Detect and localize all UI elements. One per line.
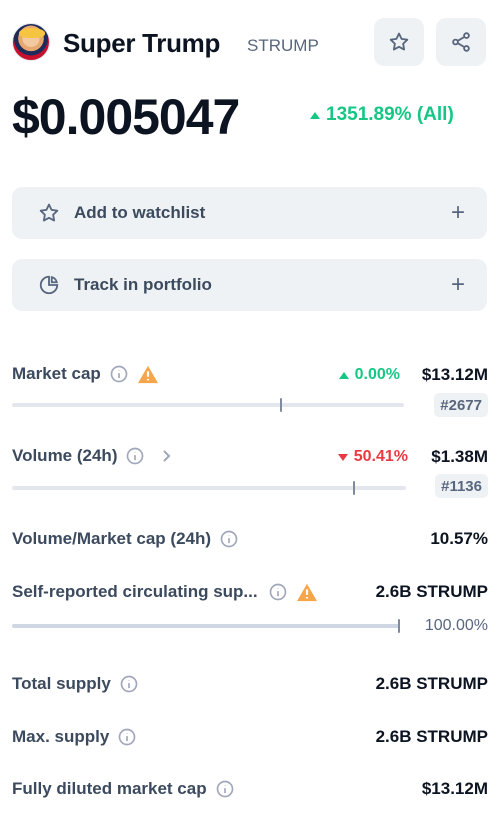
circulating-supply-percent: 100.00% bbox=[424, 617, 488, 634]
total-supply-stat: Total supply 2.6B STRUMP bbox=[12, 672, 488, 698]
triangle-up-icon bbox=[310, 111, 320, 119]
circulating-supply-bar-marker bbox=[398, 619, 400, 633]
total-supply-label: Total supply bbox=[12, 674, 139, 694]
price-row: $0.005047 1351.89% (All) bbox=[12, 88, 492, 148]
warning-icon[interactable] bbox=[296, 582, 318, 602]
volume-market-cap-stat: Volume/Market cap (24h) 10.57% bbox=[12, 527, 488, 553]
share-button[interactable] bbox=[436, 18, 486, 66]
volume-label[interactable]: Volume (24h) bbox=[12, 446, 173, 466]
info-icon[interactable] bbox=[215, 779, 235, 799]
triangle-up-icon bbox=[338, 371, 349, 379]
max-supply-stat: Max. supply 2.6B STRUMP bbox=[12, 725, 488, 751]
volume-rank-bar bbox=[12, 481, 406, 495]
total-supply-label-text: Total supply bbox=[12, 674, 111, 693]
plus-icon: + bbox=[450, 271, 465, 298]
pie-chart-icon bbox=[39, 275, 59, 295]
volume-change-value: 50.41% bbox=[353, 448, 408, 465]
coin-price: $0.005047 bbox=[12, 89, 240, 145]
circulating-supply-label-text: Self-reported circulating sup... bbox=[12, 582, 258, 601]
volume-market-cap-label-text: Volume/Market cap (24h) bbox=[12, 529, 212, 548]
circulating-supply-bar-fill bbox=[12, 624, 400, 628]
info-icon[interactable] bbox=[119, 674, 139, 694]
watchlist-label: Add to watchlist bbox=[74, 203, 206, 222]
coin-logo bbox=[12, 23, 50, 61]
market-cap-value: $13.12M bbox=[421, 365, 488, 384]
fdv-stat: Fully diluted market cap $13.12M bbox=[12, 777, 488, 803]
market-cap-change: 0.00% bbox=[338, 366, 400, 384]
price-change: 1351.89% (All) bbox=[310, 104, 454, 126]
triangle-down-icon bbox=[337, 453, 348, 461]
fdv-label: Fully diluted market cap bbox=[12, 779, 235, 799]
price-change-value: 1351.89% (All) bbox=[326, 104, 454, 125]
portfolio-label: Track in portfolio bbox=[74, 275, 212, 294]
warning-icon[interactable] bbox=[137, 364, 159, 384]
volume-rank: #1136 bbox=[435, 474, 488, 498]
circulating-supply-stat: Self-reported circulating sup... 2.6B ST… bbox=[12, 580, 488, 640]
info-icon[interactable] bbox=[117, 727, 137, 747]
info-icon[interactable] bbox=[125, 446, 145, 466]
info-icon[interactable] bbox=[268, 582, 288, 602]
coin-name: Super Trump bbox=[63, 28, 221, 58]
add-to-watchlist-button[interactable]: Add to watchlist + bbox=[12, 187, 487, 239]
volume-market-cap-label: Volume/Market cap (24h) bbox=[12, 529, 239, 549]
market-cap-rank: #2677 bbox=[434, 393, 488, 417]
market-cap-stat: Market cap 0.00% $13.12M #2677 bbox=[12, 362, 488, 422]
circulating-supply-label: Self-reported circulating sup... bbox=[12, 582, 318, 602]
max-supply-label-text: Max. supply bbox=[12, 727, 110, 746]
volume-bar-marker bbox=[352, 481, 355, 495]
max-supply-label: Max. supply bbox=[12, 727, 137, 747]
track-in-portfolio-button[interactable]: Track in portfolio + bbox=[12, 259, 487, 311]
market-cap-rank-bar bbox=[12, 398, 404, 412]
market-cap-bar-marker bbox=[280, 398, 283, 412]
coin-header: Super Trump STRUMP bbox=[12, 18, 488, 68]
volume-change: 50.41% bbox=[337, 448, 408, 466]
circulating-supply-value: 2.6B STRUMP bbox=[375, 582, 488, 601]
favorite-button[interactable] bbox=[374, 18, 424, 66]
market-cap-label-text: Market cap bbox=[12, 364, 101, 383]
market-cap-change-value: 0.00% bbox=[354, 366, 400, 383]
fdv-label-text: Fully diluted market cap bbox=[12, 779, 207, 798]
total-supply-value: 2.6B STRUMP bbox=[375, 674, 488, 693]
star-icon bbox=[39, 203, 59, 222]
fdv-value: $13.12M bbox=[421, 779, 488, 798]
market-cap-label: Market cap bbox=[12, 364, 159, 384]
max-supply-value: 2.6B STRUMP bbox=[375, 727, 488, 746]
share-icon bbox=[452, 32, 470, 52]
info-icon[interactable] bbox=[109, 364, 129, 384]
plus-icon: + bbox=[450, 199, 465, 226]
coin-symbol: STRUMP bbox=[247, 36, 319, 55]
volume-market-cap-value: 10.57% bbox=[430, 529, 488, 548]
volume-value: $1.38M bbox=[431, 447, 488, 466]
circulating-supply-bar bbox=[12, 619, 400, 633]
chevron-right-icon[interactable] bbox=[159, 447, 173, 465]
info-icon[interactable] bbox=[219, 529, 239, 549]
volume-label-text: Volume (24h) bbox=[12, 446, 118, 465]
volume-stat: Volume (24h) 50.41% $1.38M #1136 bbox=[12, 444, 488, 504]
star-icon bbox=[389, 32, 409, 51]
